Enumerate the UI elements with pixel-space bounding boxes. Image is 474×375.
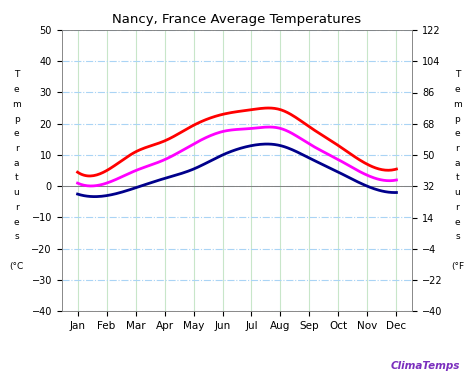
Text: e: e (14, 85, 19, 94)
Text: t: t (456, 174, 459, 183)
Text: (°F: (°F (451, 262, 464, 271)
Text: s: s (455, 232, 460, 242)
Text: u: u (14, 188, 19, 197)
Text: s: s (14, 232, 19, 242)
Title: Nancy, France Average Temperatures: Nancy, France Average Temperatures (112, 13, 362, 26)
Text: T: T (14, 70, 19, 80)
Text: a: a (455, 159, 460, 168)
Text: t: t (15, 174, 18, 183)
Text: e: e (455, 85, 460, 94)
Text: (°C: (°C (9, 262, 24, 271)
Text: p: p (455, 115, 460, 123)
Legend: Max Temp, Average Temp, Min Temp: Max Temp, Average Temp, Min Temp (73, 373, 317, 375)
Text: r: r (456, 203, 459, 212)
Text: e: e (455, 217, 460, 226)
Text: a: a (14, 159, 19, 168)
Text: r: r (456, 144, 459, 153)
Text: e: e (455, 129, 460, 138)
Text: r: r (15, 144, 18, 153)
Text: e: e (14, 129, 19, 138)
Text: e: e (14, 217, 19, 226)
Text: r: r (15, 203, 18, 212)
Text: m: m (12, 100, 21, 109)
Text: m: m (453, 100, 462, 109)
Text: ClimaTemps: ClimaTemps (391, 361, 460, 371)
Text: u: u (455, 188, 460, 197)
Text: p: p (14, 115, 19, 123)
Text: T: T (455, 70, 460, 80)
